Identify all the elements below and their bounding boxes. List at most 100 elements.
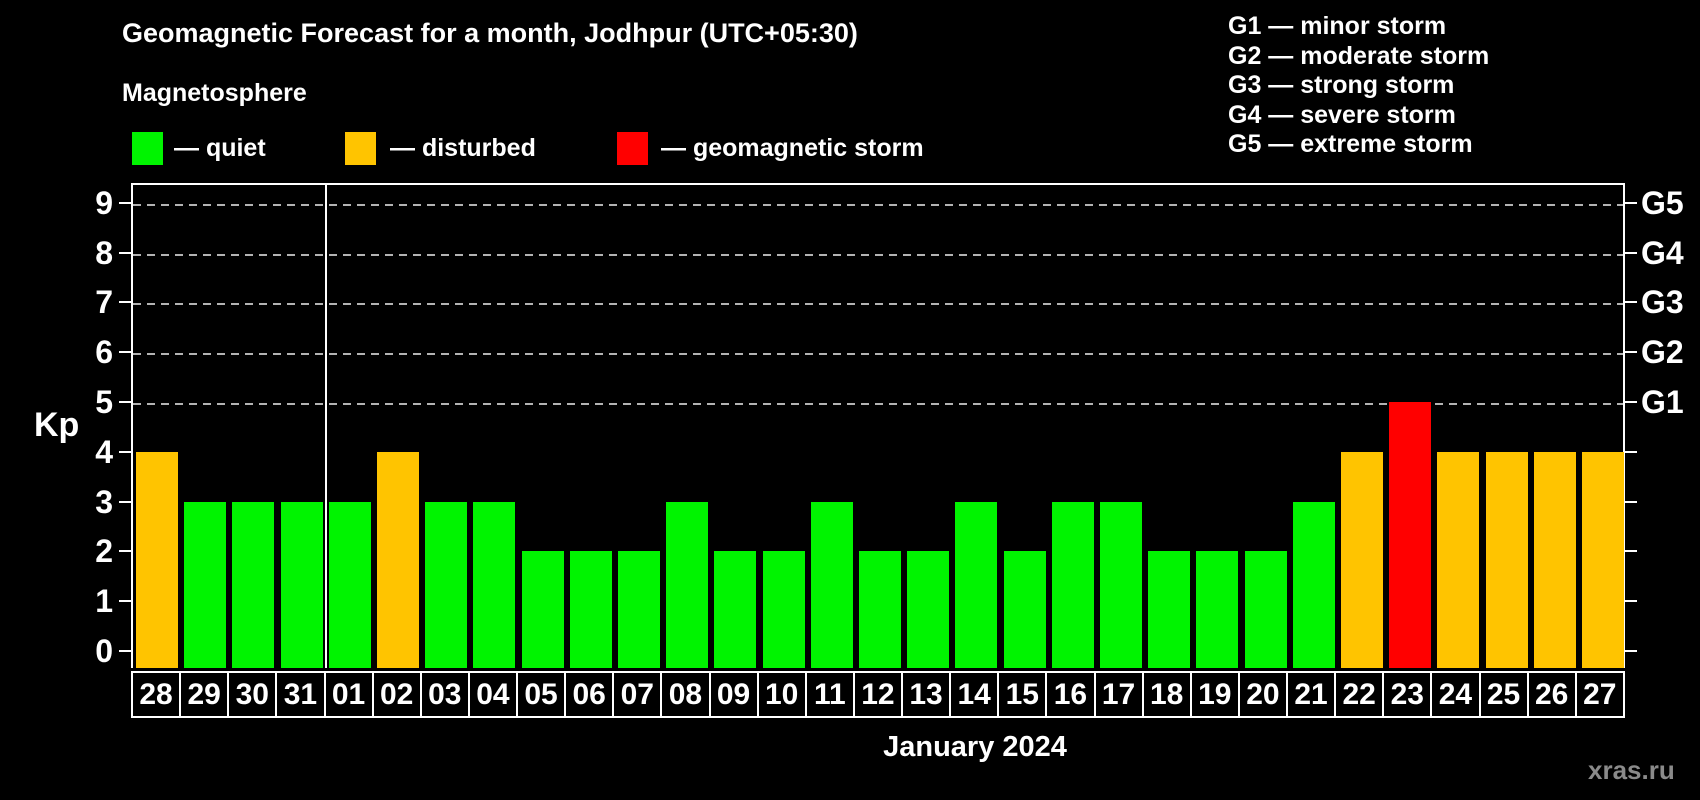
left-tick-kp4 xyxy=(119,450,131,453)
bar-day-12 xyxy=(859,551,901,668)
bar-day-11 xyxy=(810,501,853,668)
bar-day-08 xyxy=(666,501,709,668)
gridline-kp6 xyxy=(133,353,1623,356)
bar-day-06 xyxy=(569,551,612,668)
x-label-cell-17: 17 xyxy=(1093,671,1144,718)
y-tick-label-9: 9 xyxy=(95,184,113,221)
bar-day-03 xyxy=(425,501,468,668)
bar-day-04 xyxy=(473,501,516,668)
left-tick-kp8 xyxy=(119,251,131,254)
bar-day-15 xyxy=(1003,551,1046,668)
left-tick-kp6 xyxy=(119,351,131,354)
legend-swatch-storm xyxy=(617,132,648,165)
g-scale-label-g3: G3 xyxy=(1641,284,1684,321)
x-label-cell-02: 02 xyxy=(371,671,422,718)
x-label-cell-30: 30 xyxy=(227,671,278,718)
y-tick-label-2: 2 xyxy=(95,533,113,570)
gridline-kp9 xyxy=(133,203,1623,206)
bar-day-23 xyxy=(1389,402,1432,668)
y-axis-title: Kp xyxy=(34,406,80,444)
bar-day-07 xyxy=(618,551,661,668)
bar-day-17 xyxy=(1099,501,1142,668)
left-tick-kp1 xyxy=(119,600,131,603)
legend-label-quiet: — quiet xyxy=(174,134,266,162)
bar-day-13 xyxy=(907,551,950,668)
watermark: xras.ru xyxy=(1588,755,1675,785)
bar-day-30 xyxy=(232,501,275,668)
x-label-cell-08: 08 xyxy=(660,671,711,718)
y-tick-label-8: 8 xyxy=(95,234,113,271)
right-tick-kp5 xyxy=(1625,401,1637,403)
x-label-cell-12: 12 xyxy=(852,671,903,718)
y-tick-label-3: 3 xyxy=(95,483,113,520)
bar-day-28 xyxy=(136,451,179,668)
right-tick-kp0 xyxy=(1625,650,1637,652)
bar-day-29 xyxy=(184,501,227,668)
x-axis-title: January 2024 xyxy=(883,731,1067,763)
x-label-cell-07: 07 xyxy=(612,671,663,718)
left-tick-kp3 xyxy=(119,500,131,503)
x-label-cell-20: 20 xyxy=(1237,671,1288,718)
gridline-kp7 xyxy=(133,303,1623,306)
legend-label-storm: — geomagnetic storm xyxy=(661,134,924,162)
g-scale-label-g1: G1 xyxy=(1641,384,1684,420)
storm-scale-legend: G1 — minor storm G2 — moderate storm G3 … xyxy=(1228,12,1489,160)
bar-day-24 xyxy=(1437,451,1480,668)
x-label-cell-24: 24 xyxy=(1430,671,1481,718)
y-tick-label-0: 0 xyxy=(95,633,113,669)
bar-day-26 xyxy=(1533,451,1576,668)
plot-area xyxy=(131,183,1625,668)
left-tick-kp9 xyxy=(119,201,131,204)
right-tick-kp9 xyxy=(1625,201,1637,204)
right-tick-kp8 xyxy=(1625,251,1637,254)
bar-day-22 xyxy=(1340,451,1383,668)
x-label-cell-16: 16 xyxy=(1045,671,1096,718)
right-tick-kp1 xyxy=(1625,600,1637,603)
x-label-cell-27: 27 xyxy=(1574,671,1625,718)
bar-day-21 xyxy=(1292,501,1335,668)
x-label-cell-21: 21 xyxy=(1286,671,1337,718)
x-label-cell-18: 18 xyxy=(1141,671,1192,718)
bar-day-25 xyxy=(1485,451,1528,668)
bar-day-10 xyxy=(762,551,805,668)
x-label-cell-28: 28 xyxy=(131,671,182,718)
y-tick-label-4: 4 xyxy=(95,433,113,470)
bar-day-31 xyxy=(280,501,323,668)
legend-label-disturbed: — disturbed xyxy=(390,134,536,162)
right-tick-kp3 xyxy=(1625,500,1637,503)
x-label-cell-03: 03 xyxy=(419,671,470,718)
storm-legend-g3: G3 — strong storm xyxy=(1228,71,1455,100)
chart-title: Geomagnetic Forecast for a month, Jodhpu… xyxy=(122,18,858,48)
right-tick-kp2 xyxy=(1625,550,1637,553)
x-label-cell-10: 10 xyxy=(756,671,807,718)
g-scale-label-g4: G4 xyxy=(1641,234,1684,271)
bar-day-27 xyxy=(1581,451,1624,668)
y-tick-label-5: 5 xyxy=(95,384,113,420)
left-tick-kp7 xyxy=(119,301,131,304)
legend-swatch-disturbed xyxy=(345,132,376,165)
bar-day-19 xyxy=(1196,551,1239,668)
left-tick-kp5 xyxy=(119,401,131,403)
storm-legend-g1: G1 — minor storm xyxy=(1228,12,1447,40)
g-scale-label-g2: G2 xyxy=(1641,334,1684,371)
x-label-cell-11: 11 xyxy=(804,671,855,718)
x-label-cell-25: 25 xyxy=(1478,671,1529,718)
bar-day-14 xyxy=(955,501,998,668)
bar-day-18 xyxy=(1148,551,1191,668)
x-label-cell-01: 01 xyxy=(323,671,374,718)
right-tick-kp4 xyxy=(1625,450,1637,453)
x-label-cell-31: 31 xyxy=(275,671,326,718)
y-tick-label-1: 1 xyxy=(95,583,113,620)
x-label-cell-13: 13 xyxy=(901,671,952,718)
x-axis-day-labels: 28 29 30 31 01 02 03 04 05 06 07 08 09 10 11 12 13 14 15 16… xyxy=(131,671,1625,718)
left-tick-kp0 xyxy=(119,650,131,652)
right-tick-kp7 xyxy=(1625,301,1637,304)
right-tick-kp6 xyxy=(1625,351,1637,354)
storm-legend-g5: G5 — extreme storm xyxy=(1228,130,1473,159)
bar-day-20 xyxy=(1244,551,1287,668)
x-label-cell-19: 19 xyxy=(1189,671,1240,718)
x-label-cell-29: 29 xyxy=(179,671,230,718)
bar-day-05 xyxy=(521,551,564,668)
bar-day-16 xyxy=(1051,501,1094,668)
